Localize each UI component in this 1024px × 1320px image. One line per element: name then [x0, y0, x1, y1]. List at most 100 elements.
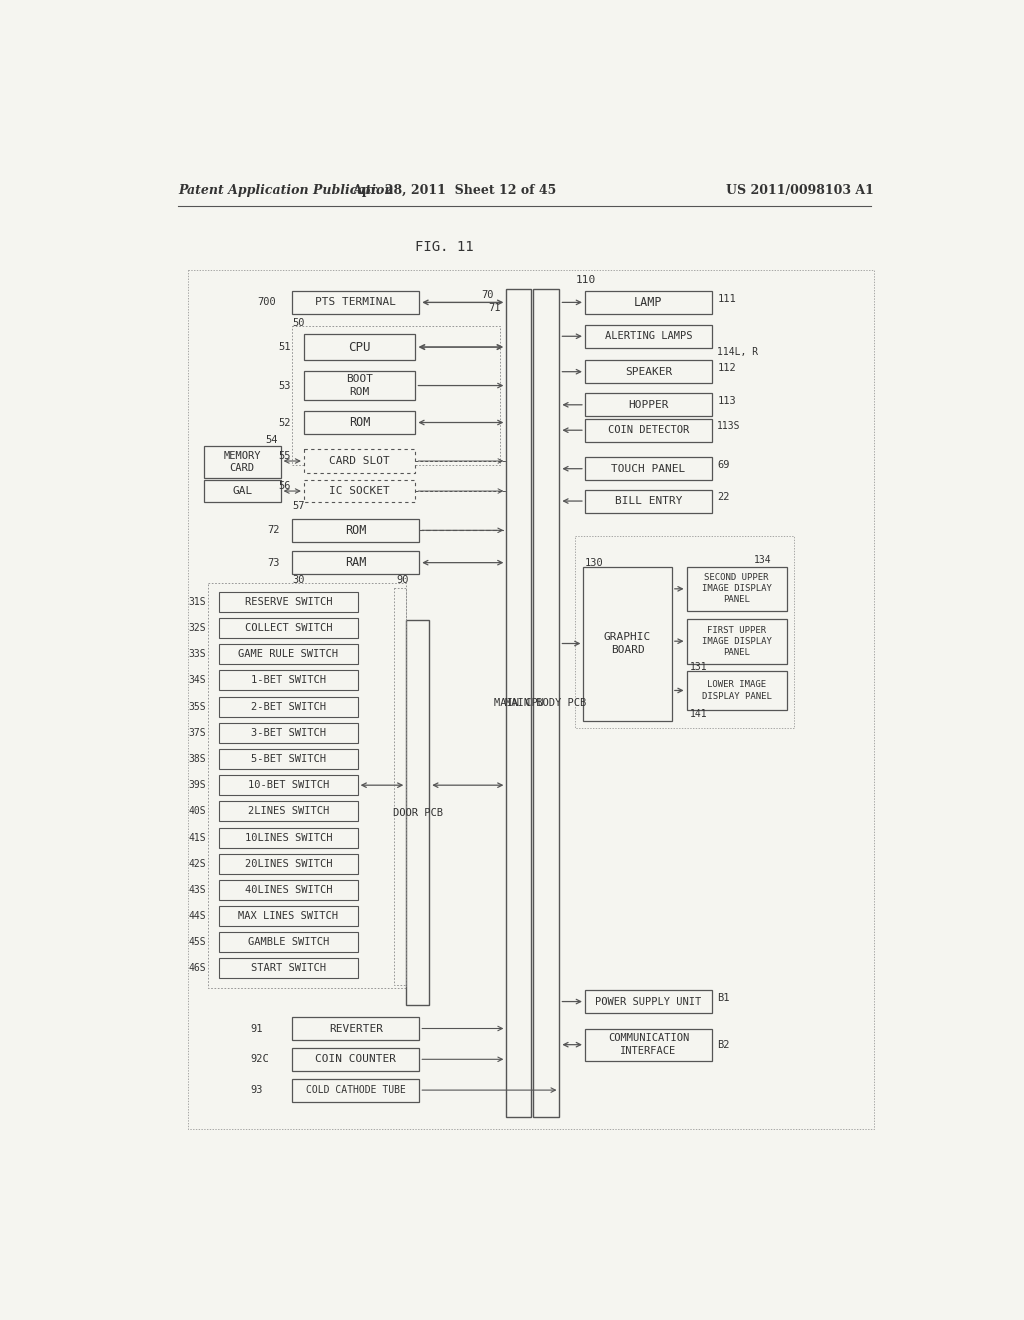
Text: RESERVE SWITCH: RESERVE SWITCH	[245, 597, 332, 607]
Text: 91: 91	[250, 1023, 262, 1034]
Bar	[292, 1016, 419, 1040]
Bar	[219, 801, 357, 821]
Bar	[219, 671, 357, 690]
Text: 70: 70	[481, 289, 494, 300]
Text: B2: B2	[717, 1040, 730, 1049]
Text: 2-BET SWITCH: 2-BET SWITCH	[251, 702, 326, 711]
Text: 33S: 33S	[188, 649, 206, 659]
Text: GRAPHIC
BOARD: GRAPHIC BOARD	[604, 632, 651, 655]
Text: 22: 22	[717, 492, 730, 502]
Text: 113: 113	[717, 396, 736, 407]
Bar	[304, 334, 416, 360]
Text: 134: 134	[755, 556, 772, 565]
Text: COLD CATHODE TUBE: COLD CATHODE TUBE	[306, 1085, 406, 1096]
Text: 51: 51	[279, 342, 291, 352]
Bar	[304, 449, 416, 473]
Text: FIRST UPPER
IMAGE DISPLAY
PANEL: FIRST UPPER IMAGE DISPLAY PANEL	[701, 626, 771, 657]
Bar	[686, 566, 786, 611]
Text: BILL ENTRY: BILL ENTRY	[614, 496, 682, 506]
Text: 10-BET SWITCH: 10-BET SWITCH	[248, 780, 329, 791]
Text: ROM: ROM	[345, 524, 367, 537]
Text: 69: 69	[717, 459, 730, 470]
Text: 131: 131	[689, 661, 708, 672]
Text: 112: 112	[717, 363, 736, 372]
Text: 32S: 32S	[188, 623, 206, 634]
Text: PTS TERMINAL: PTS TERMINAL	[315, 297, 396, 308]
Bar	[219, 906, 357, 927]
Text: SECOND UPPER
IMAGE DISPLAY
PANEL: SECOND UPPER IMAGE DISPLAY PANEL	[701, 573, 771, 605]
Bar	[292, 290, 419, 314]
Text: 3-BET SWITCH: 3-BET SWITCH	[251, 727, 326, 738]
Bar	[219, 748, 357, 770]
Text: 111: 111	[717, 293, 736, 304]
Bar	[204, 480, 281, 502]
Text: US 2011/0098103 A1: US 2011/0098103 A1	[726, 185, 873, 197]
Text: 10LINES SWITCH: 10LINES SWITCH	[245, 833, 332, 842]
Text: 141: 141	[689, 709, 708, 719]
Text: RAM: RAM	[345, 556, 367, 569]
Text: CARD SLOT: CARD SLOT	[330, 455, 390, 466]
Text: 50: 50	[292, 318, 305, 329]
Bar	[585, 393, 712, 416]
Text: 114L, R: 114L, R	[717, 347, 759, 356]
Text: MEMORY
CARD: MEMORY CARD	[223, 450, 261, 473]
Bar	[585, 490, 712, 512]
Bar	[574, 536, 795, 729]
Text: 40LINES SWITCH: 40LINES SWITCH	[245, 884, 332, 895]
Text: LAMP: LAMP	[634, 296, 663, 309]
Text: 93: 93	[250, 1085, 262, 1096]
Text: LOWER IMAGE
DISPLAY PANEL: LOWER IMAGE DISPLAY PANEL	[701, 680, 771, 701]
Bar	[219, 775, 357, 795]
Bar	[188, 271, 873, 1129]
Text: COIN DETECTOR: COIN DETECTOR	[608, 425, 689, 436]
Text: 34S: 34S	[188, 676, 206, 685]
Text: 45S: 45S	[188, 937, 206, 948]
Text: 700: 700	[258, 297, 276, 308]
Text: 44S: 44S	[188, 911, 206, 921]
Text: ALERTING LAMPS: ALERTING LAMPS	[604, 331, 692, 342]
Bar	[506, 289, 531, 1117]
Text: 38S: 38S	[188, 754, 206, 764]
Text: B1: B1	[717, 993, 730, 1003]
Text: 92C: 92C	[250, 1055, 268, 1064]
Bar	[219, 618, 357, 638]
Text: GAME RULE SWITCH: GAME RULE SWITCH	[239, 649, 338, 659]
Bar	[304, 371, 416, 400]
Bar	[532, 289, 559, 1117]
Text: 55: 55	[279, 450, 291, 461]
Bar	[292, 1048, 419, 1071]
Text: MAX LINES SWITCH: MAX LINES SWITCH	[239, 911, 338, 921]
Text: COIN COUNTER: COIN COUNTER	[315, 1055, 396, 1064]
Text: DOOR PCB: DOOR PCB	[393, 808, 442, 818]
Text: COMMUNICATION
INTERFACE: COMMUNICATION INTERFACE	[608, 1034, 689, 1056]
Text: 37S: 37S	[188, 727, 206, 738]
Text: 73: 73	[267, 557, 281, 568]
Bar	[394, 589, 407, 985]
Bar	[219, 644, 357, 664]
Text: 113S: 113S	[717, 421, 740, 432]
Text: 40S: 40S	[188, 807, 206, 816]
Text: 39S: 39S	[188, 780, 206, 791]
Text: 110: 110	[575, 275, 596, 285]
Text: 71: 71	[488, 302, 501, 313]
Text: 57: 57	[292, 502, 305, 511]
Bar	[208, 583, 407, 989]
Text: 54: 54	[265, 436, 278, 445]
Text: GAMBLE SWITCH: GAMBLE SWITCH	[248, 937, 329, 948]
Text: 31S: 31S	[188, 597, 206, 607]
Text: 2LINES SWITCH: 2LINES SWITCH	[248, 807, 329, 816]
Bar	[585, 290, 712, 314]
Bar	[204, 446, 281, 478]
Text: 43S: 43S	[188, 884, 206, 895]
Text: CPU: CPU	[348, 341, 371, 354]
Bar	[292, 519, 419, 541]
Bar	[292, 326, 500, 465]
Text: SPEAKER: SPEAKER	[625, 367, 672, 376]
Text: 46S: 46S	[188, 964, 206, 973]
Bar	[219, 854, 357, 874]
Text: GAL: GAL	[232, 486, 252, 496]
Text: 56: 56	[279, 482, 291, 491]
Text: 35S: 35S	[188, 702, 206, 711]
Text: FIG. 11: FIG. 11	[416, 240, 474, 253]
Bar	[219, 958, 357, 978]
